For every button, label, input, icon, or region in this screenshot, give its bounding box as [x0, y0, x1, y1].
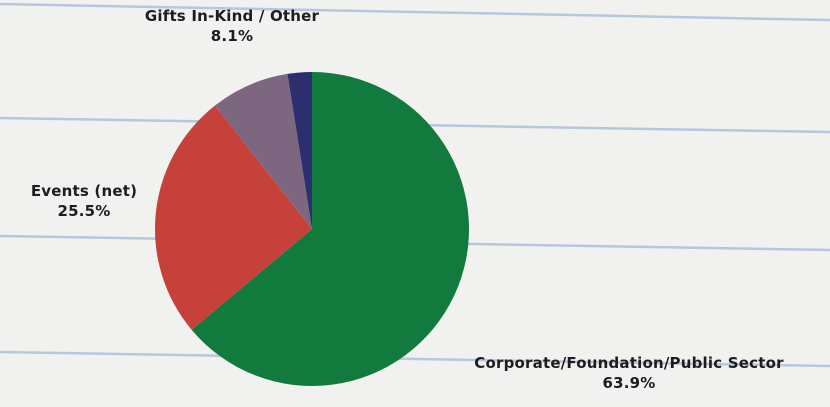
- paper-rule-line: [0, 2, 830, 22]
- slice-other-navy: [287, 72, 312, 229]
- slice-label-corporate: Corporate/Foundation/Public Sector 63.9%: [428, 353, 830, 393]
- slice-name-corporate: Corporate/Foundation/Public Sector: [474, 354, 784, 372]
- slice-label-events: Events (net) 25.5%: [6, 181, 162, 221]
- paper-rule-line: [0, 350, 830, 368]
- slice-corporate: [191, 72, 470, 387]
- slice-name-events: Events (net): [30, 182, 138, 200]
- slice-name-gifts: Gifts In-Kind / Other: [144, 7, 320, 25]
- slice-gifts: [215, 73, 312, 230]
- slice-percent-corporate: 63.9%: [602, 374, 656, 392]
- slice-percent-gifts: 8.1%: [210, 27, 254, 45]
- slice-label-gifts: Gifts In-Kind / Other 8.1%: [118, 6, 346, 46]
- slice-events: [155, 105, 312, 330]
- pie-slices: [155, 72, 470, 387]
- slice-percent-events: 25.5%: [57, 202, 111, 220]
